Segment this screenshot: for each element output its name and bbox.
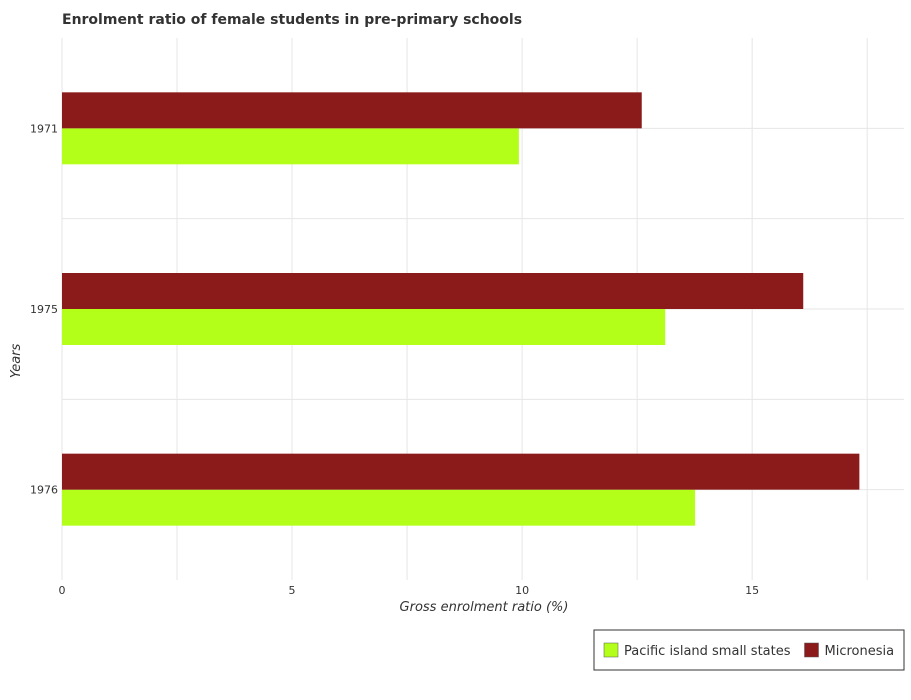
y-axis-label: Years xyxy=(9,343,24,378)
legend-entry: Pacific island small states xyxy=(624,644,791,659)
bar-micronesia-1975 xyxy=(62,273,804,309)
x-tick-label: 10 xyxy=(515,584,529,597)
x-tick-label: 0 xyxy=(59,584,66,597)
x-tick-label: 15 xyxy=(745,584,759,597)
legend-entry: Micronesia xyxy=(825,644,895,659)
legend-swatch xyxy=(603,642,619,658)
bar-micronesia-1976 xyxy=(62,453,860,490)
chart-title: Enrolment ratio of female students in pr… xyxy=(62,12,522,28)
legend: Pacific island small states Micronesia xyxy=(593,629,905,671)
x-axis-label: Gross enrolment ratio (%) xyxy=(400,600,569,615)
bar-pacific-island-small-states-1971 xyxy=(62,128,519,165)
bar-pacific-island-small-states-1976 xyxy=(62,489,696,526)
y-axis-ticks: 1971 1975 1976 xyxy=(30,122,58,496)
bars xyxy=(62,92,860,526)
y-tick-label: 1976 xyxy=(30,484,58,497)
legend-box xyxy=(593,629,905,671)
legend-swatch xyxy=(804,642,819,658)
bar-micronesia-1971 xyxy=(62,92,642,129)
bar-pacific-island-small-states-1975 xyxy=(62,309,666,345)
x-tick-label: 5 xyxy=(289,584,296,597)
y-tick-label: 1975 xyxy=(30,303,58,316)
y-tick-label: 1971 xyxy=(30,122,58,135)
x-axis-ticks: 0 5 10 15 xyxy=(59,584,760,597)
